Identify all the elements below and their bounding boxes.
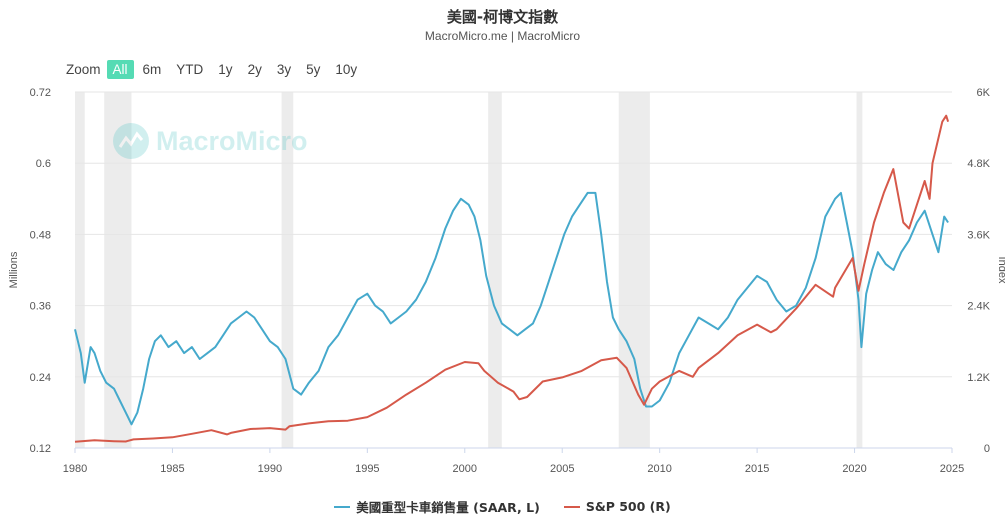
legend-item-sp500[interactable]: S&P 500 (R)	[563, 499, 671, 514]
zoom-10y-button[interactable]: 10y	[335, 61, 358, 77]
x-tick-label: 1995	[355, 463, 379, 475]
y-right-tick-label: 6K	[977, 87, 991, 99]
zoom-5y-button[interactable]: 5y	[306, 61, 321, 77]
legend-label-truck-sales: 美國重型卡車銷售量 (SAAR, L)	[356, 500, 540, 515]
x-tick-label: 2025	[940, 463, 964, 475]
y-left-tick-label: 0.48	[30, 229, 51, 241]
chart-subtitle: MacroMicro.me | MacroMicro	[424, 29, 581, 43]
recession-band-5	[856, 92, 863, 448]
x-tick-label: 2010	[647, 463, 671, 475]
recession-band-3	[488, 92, 502, 448]
y-axis-left-label: Millions	[8, 251, 20, 288]
chart-title: 美國-柯博文指數	[446, 8, 559, 26]
y-right-tick-label: 2.4K	[967, 301, 990, 313]
x-tick-label: 2015	[745, 463, 769, 475]
macromicro-logo-icon	[113, 123, 149, 159]
zoom-6m-button[interactable]: 6m	[142, 61, 162, 77]
zoom-2y-button[interactable]: 2y	[247, 61, 262, 77]
x-tick-label: 2005	[550, 463, 574, 475]
sp500-line	[74, 114, 950, 443]
x-tick-label: 2020	[842, 463, 866, 475]
y-left-tick-label: 0.12	[30, 443, 51, 455]
watermark: MacroMicro	[112, 122, 308, 160]
zoom-3y-button[interactable]: 3y	[276, 61, 292, 77]
watermark-text: MacroMicro	[156, 125, 308, 156]
legend: 美國重型卡車銷售量 (SAAR, L) S&P 500 (R)	[0, 497, 1005, 516]
x-tick-label: 1980	[63, 463, 87, 475]
recession-band-1	[104, 92, 132, 448]
y-left-tick-label: 0.6	[36, 158, 51, 170]
zoom-bar: Zoom All 6m YTD 1y 2y 3y 5y 10y	[66, 59, 366, 79]
y-left-tick-label: 0.72	[30, 87, 51, 99]
y-axis-left: 0.12 0.24 0.36 0.48 0.6 0.72	[30, 87, 51, 455]
legend-label-sp500: S&P 500 (R)	[585, 499, 671, 514]
zoom-ytd-button[interactable]: YTD	[176, 61, 204, 77]
x-axis: 1980 1985 1990 1995 2000 2005 2010 2015 2020 2025	[63, 447, 964, 475]
y-right-tick-label: 4.8K	[967, 158, 990, 170]
y-right-tick-label: 0	[984, 443, 990, 455]
recession-band-4	[618, 92, 650, 448]
y-left-tick-label: 0.36	[30, 301, 51, 313]
zoom-all-button[interactable]: All	[106, 59, 134, 79]
x-tick-label: 1990	[258, 463, 282, 475]
x-tick-label: 1985	[160, 463, 184, 475]
zoom-label: Zoom	[66, 61, 101, 77]
recession-band-0	[75, 92, 85, 448]
x-tick-label: 2000	[453, 463, 477, 475]
truck-sales-line	[74, 191, 949, 426]
y-right-tick-label: 1.2K	[967, 372, 990, 384]
y-axis-right: 0 1.2K 2.4K 3.6K 4.8K 6K	[967, 87, 990, 455]
y-right-tick-label: 3.6K	[967, 229, 990, 241]
recession-bands	[75, 92, 863, 448]
series-lines	[74, 114, 950, 443]
zoom-1y-button[interactable]: 1y	[218, 61, 233, 77]
y-axis-right-label: Index	[996, 257, 1005, 284]
legend-swatch-sp500	[563, 505, 580, 508]
recession-band-2	[281, 92, 294, 448]
y-left-tick-label: 0.24	[30, 372, 51, 384]
legend-item-truck-sales[interactable]: 美國重型卡車銷售量 (SAAR, L)	[334, 497, 540, 516]
legend-swatch-truck-sales	[334, 505, 351, 508]
